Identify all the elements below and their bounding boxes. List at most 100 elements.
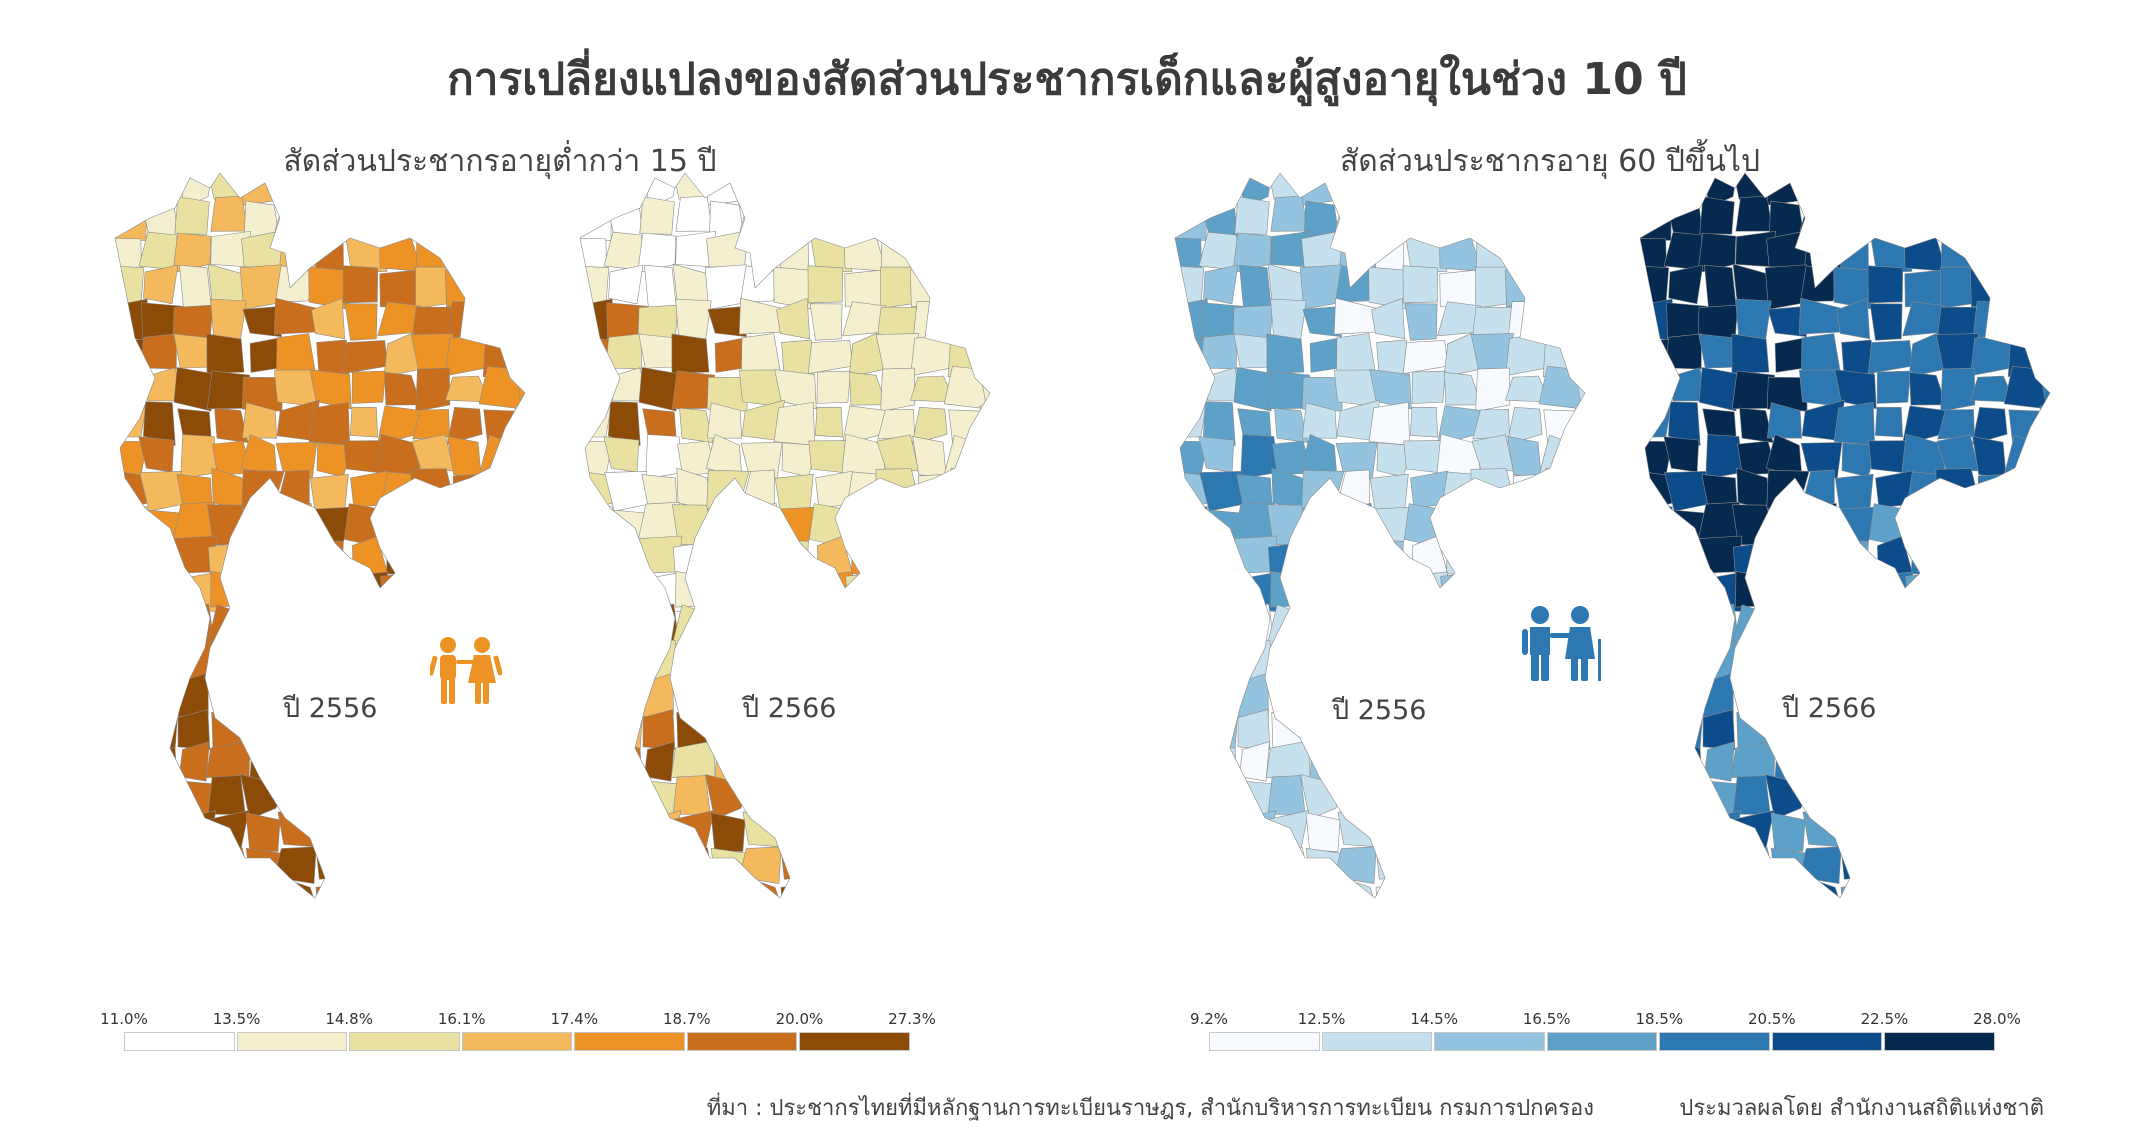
province-region [174,672,209,718]
province-region [1640,265,1670,305]
province-region [943,714,982,751]
province-region [1640,338,1672,376]
province-region [877,844,914,888]
province-region [213,672,246,714]
province-region [913,913,954,956]
province-region [1640,406,1672,438]
province-region [914,878,950,898]
province-region [1511,200,1548,239]
province-region [1977,473,2010,514]
province-region [780,884,813,898]
province-region [978,540,990,583]
province-region [603,773,649,821]
province-region [309,199,348,242]
province-region [916,200,953,239]
province-region [1273,672,1306,714]
province-region [911,406,948,445]
province-region [678,672,711,714]
province-region [115,814,146,853]
province-region [1800,503,1842,547]
province-region [1309,604,1346,645]
province-region [376,506,416,539]
province-region [1698,911,1738,955]
province-region [604,605,645,645]
province-region [916,231,948,276]
province-region [708,877,742,898]
province-region [672,541,715,574]
province-region [978,505,990,546]
province-region [1267,775,1306,815]
province-region [380,572,418,609]
province-region [809,303,843,341]
province-region [674,884,718,898]
year-label-children-left: ปี 2556 [283,693,378,724]
province-region [449,878,485,898]
province-region [1667,813,1701,852]
province-region [781,845,818,880]
province-region [480,912,520,946]
province-region [1937,672,1976,714]
province-region [675,571,713,608]
province-region [2004,842,2043,884]
province-region [610,672,648,711]
legend-swatch [236,1032,348,1051]
province-region [1199,575,1239,610]
province-region [1268,918,1303,955]
province-region [379,236,422,272]
province-region [981,742,990,784]
province-region [741,774,783,815]
legend-tick-label: 20.0% [775,1010,824,1028]
province-region [884,743,918,787]
province-region [1969,266,2013,308]
province-region [1640,707,1674,746]
province-region [1436,842,1475,888]
province-region [410,536,449,582]
province-region [1868,910,1911,954]
province-region [1734,884,1778,898]
province-region [1902,882,1946,898]
province-region [242,402,277,439]
province-region [1546,774,1580,816]
children-panel-title: สัดส่วนประชากรอายุต่ำกว่า 15 ปี [283,144,717,179]
province-region [810,741,851,785]
province-region [580,707,614,746]
province-region [639,843,678,888]
province-region [2038,505,2050,546]
province-region [714,604,751,645]
province-region [677,847,714,880]
province-region [915,569,951,615]
province-region [276,774,318,815]
province-region [1510,709,1542,746]
province-region [350,470,388,508]
province-region [415,884,451,898]
province-region [1409,406,1438,438]
province-region [2039,399,2050,446]
map-children-2566 [579,172,991,956]
province-region [1303,877,1337,898]
province-region [2041,742,2050,784]
province-region [1699,672,1734,718]
province-region [982,468,990,511]
province-region [115,197,147,241]
province-region [1514,746,1548,781]
province-region [1837,774,1879,813]
province-region [1735,571,1773,608]
province-region [708,573,752,616]
province-region [773,401,816,446]
province-region [1665,913,1706,954]
province-region [642,709,676,750]
province-region [1944,743,1978,787]
province-region [1175,406,1207,438]
province-region [484,745,522,785]
province-region [173,333,211,369]
province-region [1970,538,2009,577]
province-region [1904,269,1946,308]
province-region [1640,742,1669,782]
province-region [707,306,747,338]
province-region [315,884,348,898]
province-region [139,605,180,645]
province-region [1438,610,1480,648]
province-region [604,575,644,610]
province-region [2003,577,2045,616]
province-region [274,846,317,884]
